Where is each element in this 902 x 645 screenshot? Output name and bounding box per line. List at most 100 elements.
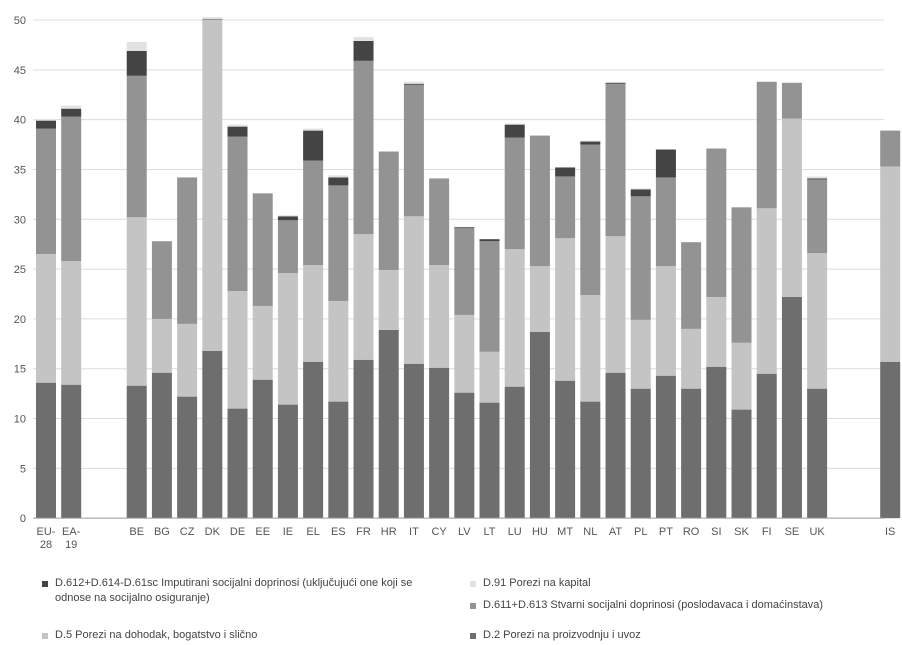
- bar-segment: [227, 291, 248, 409]
- x-tick-label: LT: [484, 526, 496, 538]
- bar-segment: [681, 242, 702, 329]
- y-tick-label: 30: [14, 214, 26, 226]
- bar-segment: [479, 402, 500, 519]
- bar-segment: [807, 176, 828, 179]
- bar-segment: [605, 82, 626, 84]
- bar-segment: [403, 216, 424, 364]
- x-tick-label: LV: [458, 526, 471, 538]
- bar-segment: [353, 60, 374, 235]
- bar-segment: [655, 149, 676, 178]
- y-tick-label: 5: [20, 463, 26, 475]
- bar-segment: [429, 178, 450, 266]
- bar-segment: [303, 130, 324, 161]
- legend-item-production-taxes: D.2 Porezi na proizvodnju i uvoz: [470, 628, 890, 643]
- x-tick-label: HU: [532, 526, 548, 538]
- y-tick-label: 50: [14, 15, 26, 27]
- bar-segment: [277, 220, 298, 274]
- bar-segment: [126, 385, 147, 519]
- y-tick-label: 45: [14, 65, 26, 77]
- bar-segment: [378, 151, 399, 271]
- bar-segment: [479, 351, 500, 403]
- stacked-bar-chart: -505101520253035404550 EU-28EA-19BEBGCZD…: [14, 15, 901, 551]
- bar-segment: [36, 254, 56, 383]
- bar-segment: [36, 120, 56, 129]
- bar-segment: [731, 207, 752, 343]
- bar-segment: [303, 128, 324, 131]
- bar-segment: [303, 265, 324, 362]
- bar-segment: [781, 296, 802, 519]
- bar-segment: [580, 140, 601, 142]
- bar-segment: [151, 372, 172, 519]
- legend-label: D.91 Porezi na kapital: [483, 577, 591, 589]
- bar-segment: [61, 105, 82, 109]
- bar-segment: [303, 160, 324, 266]
- bar-segment: [126, 75, 147, 218]
- bar-segment: [880, 130, 901, 167]
- bar-segment: [605, 372, 626, 519]
- bar-segment: [807, 178, 828, 180]
- x-tick-label: BE: [129, 526, 144, 538]
- x-tick-label: CY: [431, 526, 447, 538]
- bar-segment: [630, 189, 651, 197]
- bar-segment: [202, 350, 223, 519]
- legend-label: D.611+D.613 Stvarni socijalni doprinosi …: [483, 599, 824, 611]
- x-tick-label: DK: [205, 526, 221, 538]
- bar-segment: [504, 124, 525, 138]
- legend-label: D.2 Porezi na proizvodnju i uvoz: [483, 629, 641, 641]
- y-axis: -505101520253035404550: [14, 15, 26, 525]
- legend: D.612+D.614-D.61sc Imputirani socijalni …: [0, 560, 902, 645]
- bar-segment: [36, 119, 56, 121]
- bar-segment: [706, 366, 727, 519]
- bar-segment: [252, 379, 273, 519]
- bar-segment: [529, 135, 550, 267]
- bar-segment: [605, 83, 626, 237]
- bar-segment: [807, 388, 828, 519]
- bar-segment: [655, 375, 676, 519]
- bar-segment: [177, 396, 198, 519]
- y-tick-label: 40: [14, 115, 26, 127]
- bar-segment: [328, 300, 349, 402]
- bar-segment: [277, 215, 298, 217]
- bar-segment: [403, 83, 424, 85]
- bar-segment: [277, 216, 298, 221]
- bar-segment: [529, 331, 550, 519]
- bar-segment: [177, 177, 198, 324]
- x-tick-label: IS: [885, 526, 895, 538]
- bar-segment: [681, 328, 702, 389]
- bar-segment: [580, 141, 601, 145]
- legend-swatch: [470, 633, 476, 639]
- x-tick-label: IT: [409, 526, 419, 538]
- bar-segment: [353, 359, 374, 519]
- bar-segment: [454, 314, 475, 393]
- bar-segment: [555, 167, 576, 177]
- legend-swatch: [470, 603, 476, 609]
- bar-segment: [655, 266, 676, 376]
- bar-segment: [227, 126, 248, 137]
- bar-segment: [807, 179, 828, 254]
- y-tick-label: 10: [14, 414, 26, 426]
- bar-segment: [555, 380, 576, 519]
- bar-segment: [731, 342, 752, 410]
- legend-swatch: [470, 581, 476, 587]
- bar-segment: [555, 238, 576, 381]
- x-tick-label: FI: [762, 526, 772, 538]
- bar-segment: [655, 177, 676, 267]
- bar-segment: [378, 270, 399, 330]
- bar-segment: [504, 386, 525, 519]
- x-tick-label: PL: [634, 526, 647, 538]
- bar-segment: [328, 185, 349, 301]
- bar-segment: [580, 144, 601, 295]
- y-tick-label: 0: [20, 513, 26, 525]
- bar-segment: [61, 261, 82, 385]
- y-tick-label: 25: [14, 264, 26, 276]
- x-tick-label: IE: [283, 526, 293, 538]
- bar-segment: [353, 36, 374, 41]
- bar-segment: [630, 196, 651, 320]
- bars: [36, 17, 901, 519]
- bar-segment: [36, 128, 56, 255]
- bar-segment: [227, 124, 248, 127]
- bar-segment: [202, 19, 223, 20]
- bar-segment: [605, 81, 626, 83]
- bar-segment: [756, 208, 777, 374]
- bar-segment: [126, 217, 147, 386]
